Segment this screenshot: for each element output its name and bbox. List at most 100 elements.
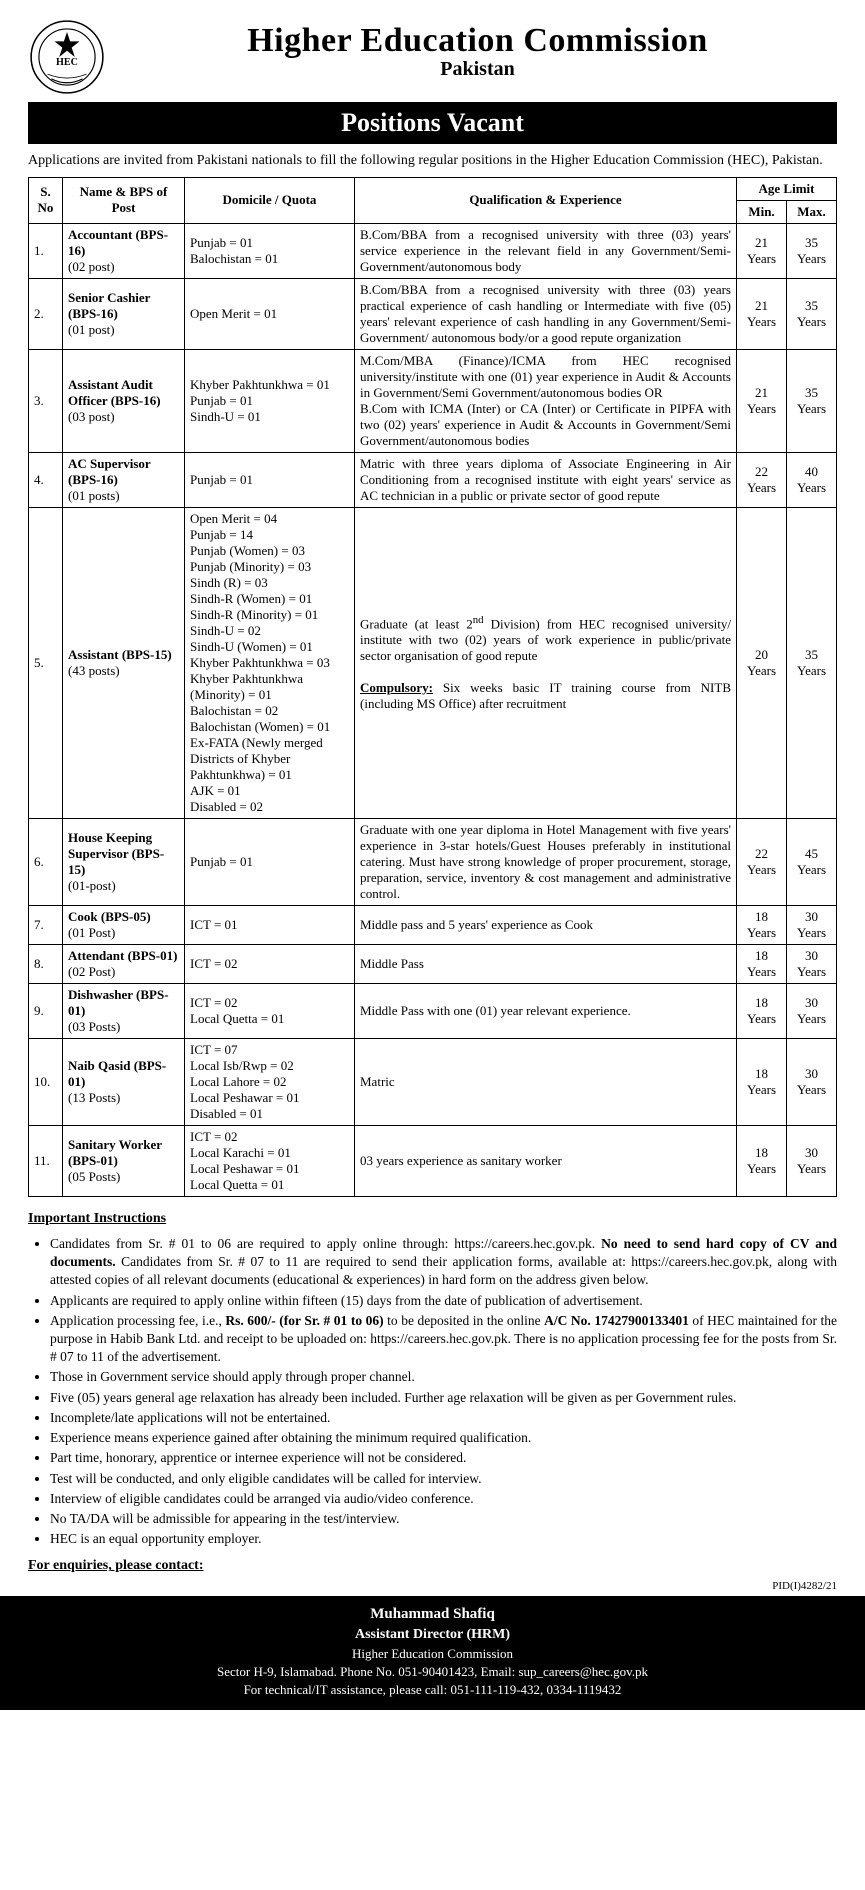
cell-domicile: Punjab = 01 — [185, 452, 355, 507]
cell-name: House Keeping Supervisor (BPS-15)(01-pos… — [63, 818, 185, 905]
cell-age-min: 18Years — [737, 1038, 787, 1125]
cell-age-min: 18Years — [737, 905, 787, 944]
cell-domicile: Khyber Pakhtunkhwa = 01Punjab = 01Sindh-… — [185, 349, 355, 452]
th-age: Age Limit — [737, 177, 837, 200]
cell-domicile: ICT = 02 — [185, 944, 355, 983]
footer-title: Assistant Director (HRM) — [0, 1625, 865, 1645]
cell-name: Accountant (BPS-16)(02 post) — [63, 223, 185, 278]
cell-sno: 7. — [29, 905, 63, 944]
cell-qualification: Graduate with one year diploma in Hotel … — [355, 818, 737, 905]
th-name: Name & BPS of Post — [63, 177, 185, 223]
cell-domicile: Punjab = 01Balochistan = 01 — [185, 223, 355, 278]
instruction-item: Interview of eligible candidates could b… — [50, 1490, 837, 1508]
cell-sno: 5. — [29, 507, 63, 818]
table-row: 10.Naib Qasid (BPS-01)(13 Posts)ICT = 07… — [29, 1038, 837, 1125]
instruction-item: Those in Government service should apply… — [50, 1368, 837, 1386]
cell-name: Assistant (BPS-15)(43 posts) — [63, 507, 185, 818]
table-row: 4.AC Supervisor (BPS-16)(01 posts)Punjab… — [29, 452, 837, 507]
cell-domicile: ICT = 07Local Isb/Rwp = 02Local Lahore =… — [185, 1038, 355, 1125]
cell-name: AC Supervisor (BPS-16)(01 posts) — [63, 452, 185, 507]
cell-domicile: Open Merit = 04Punjab = 14Punjab (Women)… — [185, 507, 355, 818]
footer-org: Higher Education Commission — [0, 1645, 865, 1663]
table-row: 7.Cook (BPS-05)(01 Post)ICT = 01Middle p… — [29, 905, 837, 944]
cell-age-min: 22Years — [737, 452, 787, 507]
instruction-item: Part time, honorary, apprentice or inter… — [50, 1449, 837, 1467]
cell-name: Assistant Audit Officer (BPS-16)(03 post… — [63, 349, 185, 452]
th-min: Min. — [737, 200, 787, 223]
cell-domicile: Punjab = 01 — [185, 818, 355, 905]
cell-domicile: Open Merit = 01 — [185, 278, 355, 349]
instruction-item: No TA/DA will be admissible for appearin… — [50, 1510, 837, 1528]
cell-age-max: 35Years — [787, 349, 837, 452]
cell-sno: 11. — [29, 1125, 63, 1196]
cell-name: Attendant (BPS-01)(02 Post) — [63, 944, 185, 983]
cell-age-max: 30Years — [787, 905, 837, 944]
table-row: 11.Sanitary Worker (BPS-01)(05 Posts)ICT… — [29, 1125, 837, 1196]
positions-table: S. No Name & BPS of Post Domicile / Quot… — [28, 177, 837, 1197]
cell-name: Sanitary Worker (BPS-01)(05 Posts) — [63, 1125, 185, 1196]
instructions-title: Important Instructions — [28, 1211, 837, 1227]
th-domicile: Domicile / Quota — [185, 177, 355, 223]
cell-age-max: 30Years — [787, 1125, 837, 1196]
cell-qualification: Graduate (at least 2nd Division) from HE… — [355, 507, 737, 818]
cell-age-max: 30Years — [787, 983, 837, 1038]
enquiries-label: For enquiries, please contact: — [28, 1558, 837, 1574]
cell-age-min: 18Years — [737, 1125, 787, 1196]
hec-emblem-icon: HEC — [28, 18, 106, 96]
cell-domicile: ICT = 01 — [185, 905, 355, 944]
instruction-item: Applicants are required to apply online … — [50, 1292, 837, 1310]
th-sno: S. No — [29, 177, 63, 223]
cell-age-max: 40Years — [787, 452, 837, 507]
cell-name: Dishwasher (BPS-01)(03 Posts) — [63, 983, 185, 1038]
footer-tech: For technical/IT assistance, please call… — [0, 1681, 865, 1699]
cell-age-max: 45Years — [787, 818, 837, 905]
cell-qualification: Middle Pass with one (01) year relevant … — [355, 983, 737, 1038]
cell-age-max: 30Years — [787, 944, 837, 983]
cell-sno: 4. — [29, 452, 63, 507]
cell-age-min: 18Years — [737, 944, 787, 983]
cell-domicile: ICT = 02Local Quetta = 01 — [185, 983, 355, 1038]
org-title: Higher Education Commission — [118, 22, 837, 60]
table-row: 2.Senior Cashier (BPS-16)(01 post)Open M… — [29, 278, 837, 349]
header: HEC Higher Education Commission Pakistan — [28, 18, 837, 96]
cell-sno: 2. — [29, 278, 63, 349]
cell-sno: 8. — [29, 944, 63, 983]
cell-qualification: Middle Pass — [355, 944, 737, 983]
cell-age-min: 20Years — [737, 507, 787, 818]
cell-age-max: 30Years — [787, 1038, 837, 1125]
th-max: Max. — [787, 200, 837, 223]
cell-age-min: 21Years — [737, 278, 787, 349]
table-row: 6.House Keeping Supervisor (BPS-15)(01-p… — [29, 818, 837, 905]
cell-age-min: 22Years — [737, 818, 787, 905]
table-row: 9.Dishwasher (BPS-01)(03 Posts)ICT = 02L… — [29, 983, 837, 1038]
svg-text:HEC: HEC — [56, 57, 78, 68]
table-row: 8.Attendant (BPS-01)(02 Post)ICT = 02Mid… — [29, 944, 837, 983]
cell-sno: 3. — [29, 349, 63, 452]
instruction-item: HEC is an equal opportunity employer. — [50, 1530, 837, 1548]
footer: Muhammad Shafiq Assistant Director (HRM)… — [0, 1596, 865, 1709]
cell-age-min: 21Years — [737, 349, 787, 452]
cell-qualification: M.Com/MBA (Finance)/ICMA from HEC recogn… — [355, 349, 737, 452]
cell-age-min: 21Years — [737, 223, 787, 278]
instruction-item: Test will be conducted, and only eligibl… — [50, 1470, 837, 1488]
cell-sno: 10. — [29, 1038, 63, 1125]
instruction-item: Incomplete/late applications will not be… — [50, 1409, 837, 1427]
cell-qualification: Matric — [355, 1038, 737, 1125]
footer-address: Sector H-9, Islamabad. Phone No. 051-904… — [0, 1663, 865, 1681]
instruction-item: Application processing fee, i.e., Rs. 60… — [50, 1312, 837, 1367]
cell-age-max: 35Years — [787, 507, 837, 818]
table-row: 3.Assistant Audit Officer (BPS-16)(03 po… — [29, 349, 837, 452]
cell-name: Naib Qasid (BPS-01)(13 Posts) — [63, 1038, 185, 1125]
cell-age-min: 18Years — [737, 983, 787, 1038]
th-qual: Qualification & Experience — [355, 177, 737, 223]
pid-number: PID(I)4282/21 — [28, 1580, 837, 1592]
cell-qualification: 03 years experience as sanitary worker — [355, 1125, 737, 1196]
cell-qualification: B.Com/BBA from a recognised university w… — [355, 278, 737, 349]
banner-title: Positions Vacant — [28, 102, 837, 144]
org-subtitle: Pakistan — [118, 58, 837, 81]
cell-age-max: 35Years — [787, 278, 837, 349]
instruction-item: Experience means experience gained after… — [50, 1429, 837, 1447]
instruction-item: Candidates from Sr. # 01 to 06 are requi… — [50, 1235, 837, 1290]
cell-domicile: ICT = 02Local Karachi = 01Local Peshawar… — [185, 1125, 355, 1196]
cell-qualification: Middle pass and 5 years' experience as C… — [355, 905, 737, 944]
